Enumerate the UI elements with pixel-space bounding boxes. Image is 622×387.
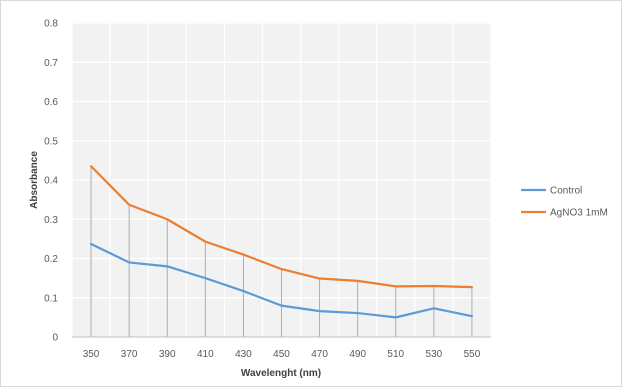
x-tick-label: 430 xyxy=(235,349,252,360)
legend: Control AgNO3 1mM xyxy=(521,186,608,219)
legend-label-0: Control xyxy=(550,186,582,197)
y-tick-label: 0.2 xyxy=(44,254,58,265)
series-line-1 xyxy=(89,165,474,289)
x-tick-label: 390 xyxy=(159,349,176,360)
x-axis-title: Wavelenght (nm) xyxy=(241,368,321,379)
x-tick-label: 350 xyxy=(83,349,100,360)
x-tick-label: 490 xyxy=(349,349,366,360)
x-tick-label: 510 xyxy=(387,349,404,360)
drop-lines xyxy=(90,166,473,337)
x-tick-label: 410 xyxy=(197,349,214,360)
y-tick-label: 0.4 xyxy=(44,176,58,187)
y-tick-label: 0.1 xyxy=(44,293,58,304)
y-tick-label: 0.3 xyxy=(44,215,58,226)
y-tick-label: 0.6 xyxy=(44,97,58,108)
y-axis-title: Absorbance xyxy=(29,151,40,209)
series-line-0 xyxy=(89,242,474,319)
series-lines xyxy=(89,165,474,319)
y-tick-label: 0.7 xyxy=(44,58,58,69)
x-tick-label: 470 xyxy=(311,349,328,360)
x-tick-label: 450 xyxy=(273,349,290,360)
legend-label-1: AgNO3 1mM xyxy=(550,208,608,219)
y-tick-label: 0 xyxy=(52,333,58,344)
y-tick-labels: 0 0.1 0.2 0.3 0.4 0.5 0.6 0.7 0.8 xyxy=(44,19,58,344)
x-tick-label: 550 xyxy=(464,349,481,360)
gridlines xyxy=(71,22,492,337)
y-tick-label: 0.5 xyxy=(44,136,58,147)
y-tick-label: 0.8 xyxy=(44,19,58,30)
x-tick-labels: 350 370 390 410 430 450 470 490 510 530 550 xyxy=(83,349,481,360)
x-tick-label: 370 xyxy=(121,349,138,360)
x-tick-label: 530 xyxy=(426,349,443,360)
